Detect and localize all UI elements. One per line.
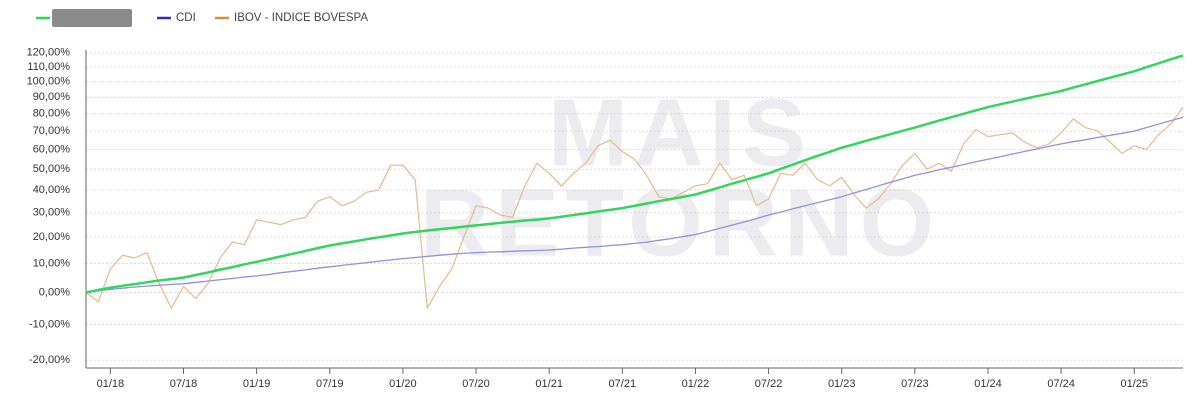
y-tick-label: 0,00% <box>39 286 70 298</box>
y-tick-label: 50,00% <box>33 163 71 175</box>
y-tick-label: -10,00% <box>29 318 70 330</box>
x-tick-label: 01/25 <box>1120 378 1148 390</box>
y-tick-label: 100,00% <box>27 76 71 88</box>
x-tick-label: 01/22 <box>682 378 710 390</box>
y-tick-label: 20,00% <box>33 231 71 243</box>
y-tick-label: 70,00% <box>33 125 71 137</box>
series-line <box>85 116 1184 294</box>
y-tick-label: 30,00% <box>33 207 71 219</box>
y-tick-label: 60,00% <box>33 143 71 155</box>
y-tick-label: 40,00% <box>33 184 71 196</box>
legend-label: IBOV - INDICE BOVESPA <box>234 12 368 24</box>
series-line <box>85 106 1184 309</box>
y-tick-label: 120,00% <box>27 47 71 59</box>
y-tick-label: 10,00% <box>33 257 71 269</box>
y-tick-label: 90,00% <box>33 91 71 103</box>
x-tick-label: 07/18 <box>170 378 198 390</box>
x-tick-label: 01/21 <box>535 378 563 390</box>
x-tick-label: 01/23 <box>828 378 856 390</box>
redaction <box>52 9 132 27</box>
legend-label: CDI <box>176 12 196 24</box>
x-tick-label: 01/24 <box>974 378 1002 390</box>
x-tick-label: 01/18 <box>97 378 125 390</box>
x-tick-label: 07/22 <box>755 378 783 390</box>
y-tick-label: 110,00% <box>27 61 70 73</box>
y-tick-label: 80,00% <box>33 108 71 120</box>
x-tick-label: 07/23 <box>901 378 929 390</box>
x-tick-label: 01/19 <box>243 378 271 390</box>
x-tick-label: 07/24 <box>1047 378 1075 390</box>
series-line <box>85 54 1184 294</box>
x-tick-label: 07/19 <box>316 378 344 390</box>
x-tick-label: 07/20 <box>462 378 490 390</box>
x-tick-label: 01/20 <box>389 378 417 390</box>
y-tick-label: -20,00% <box>29 354 70 366</box>
x-tick-label: 07/21 <box>609 378 637 390</box>
